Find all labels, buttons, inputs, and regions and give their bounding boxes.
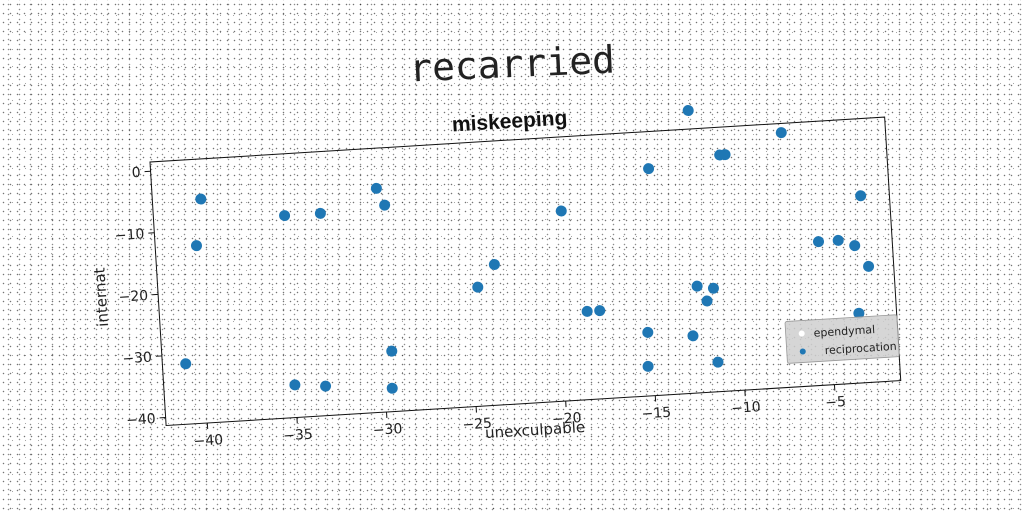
y-tick-label: 0 — [131, 165, 141, 182]
x-tick-label: −30 — [372, 421, 402, 439]
legend-box — [784, 314, 900, 364]
data-point — [701, 295, 713, 307]
data-point — [853, 307, 865, 319]
data-point — [180, 358, 192, 370]
data-point — [472, 281, 484, 293]
x-tick-label: −35 — [283, 427, 313, 445]
legend-marker-ependymal — [798, 330, 805, 337]
data-point — [289, 379, 301, 391]
legend-label-reciprocation: reciprocation — [824, 340, 897, 357]
plot-frame — [149, 116, 902, 427]
data-point — [691, 280, 703, 292]
data-point — [320, 380, 332, 392]
x-tick-label: −25 — [462, 416, 492, 434]
data-point — [379, 199, 391, 211]
x-tick-label: −10 — [731, 399, 761, 417]
data-point — [832, 234, 844, 246]
data-point — [488, 259, 500, 271]
x-tick-label: −5 — [825, 394, 847, 411]
data-point — [581, 305, 593, 317]
data-point — [775, 127, 787, 139]
data-point — [712, 356, 724, 368]
data-point — [855, 190, 867, 202]
y-tick-label: −30 — [122, 350, 152, 368]
data-points — [180, 105, 875, 394]
data-point — [195, 193, 207, 205]
x-axis-label: unexculpable — [485, 418, 586, 442]
data-point — [719, 149, 731, 161]
y-tick-label: −20 — [118, 288, 148, 306]
data-point — [386, 345, 398, 357]
plot-area: −40 −35 −30 −25 −20 −15 −10 −5 0 −10 −20 −30 −40 un… — [90, 105, 902, 450]
data-point — [642, 360, 654, 372]
x-tick-label: −20 — [552, 410, 582, 428]
legend: ependymal reciprocation — [784, 314, 900, 364]
data-point — [643, 163, 655, 175]
data-point — [594, 305, 606, 317]
data-point — [849, 240, 861, 252]
data-point — [813, 236, 825, 248]
x-axis: −40 −35 −30 −25 −20 −15 −10 −5 — [193, 384, 847, 450]
data-point — [687, 330, 699, 342]
data-point — [370, 182, 382, 194]
y-tick-label: −40 — [126, 411, 156, 429]
chart-title: miskeeping — [451, 107, 568, 137]
data-point — [190, 240, 202, 252]
data-point — [314, 207, 326, 219]
y-axis: 0 −10 −20 −30 −40 — [114, 165, 166, 429]
data-point — [386, 382, 398, 394]
data-point — [863, 260, 875, 272]
data-point — [682, 105, 694, 117]
x-tick-label: −15 — [641, 405, 671, 423]
y-axis-label: internat — [90, 267, 112, 327]
legend-marker-reciprocation — [799, 348, 806, 355]
x-tick-label: −40 — [193, 432, 223, 450]
data-point — [279, 210, 291, 222]
legend-label-ependymal: ependymal — [813, 323, 875, 340]
data-point — [555, 205, 567, 217]
y-tick-label: −10 — [114, 226, 144, 244]
data-point — [642, 326, 654, 338]
data-point — [707, 282, 719, 294]
